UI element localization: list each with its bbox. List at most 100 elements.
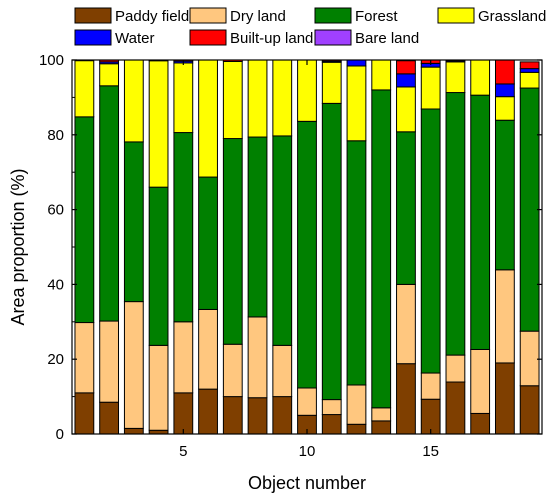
bar-segment-dry-land-13 bbox=[371, 407, 392, 422]
bar-segment-grassland-19 bbox=[519, 71, 540, 89]
bar-segment-paddy-field-8 bbox=[247, 397, 268, 435]
bar-segment-dry-land-12 bbox=[346, 384, 367, 425]
legend-swatch-grassland bbox=[437, 7, 475, 24]
bar-segment-forest-8 bbox=[247, 136, 268, 318]
bar-segment-grassland-4 bbox=[148, 60, 169, 188]
legend-swatch-forest bbox=[314, 7, 352, 24]
bar-segment-forest-11 bbox=[321, 102, 342, 401]
bar-segment-dry-land-5 bbox=[173, 321, 194, 394]
x-axis-title: Object number bbox=[248, 473, 366, 493]
bar-segment-dry-land-9 bbox=[272, 344, 293, 398]
legend-swatch-paddy-field bbox=[74, 7, 112, 24]
bar-segment-dry-land-6 bbox=[198, 308, 218, 390]
legend-swatch-bare-land bbox=[314, 29, 352, 46]
bar-segment-dry-land-7 bbox=[222, 343, 243, 398]
bar-segment-water-14 bbox=[396, 73, 416, 88]
bar-segment-dry-land-3 bbox=[123, 301, 144, 429]
y-tick-label-40: 40 bbox=[47, 276, 64, 293]
bars bbox=[74, 59, 540, 435]
bar-segment-grassland-11 bbox=[321, 61, 342, 104]
bar-segment-grassland-3 bbox=[123, 59, 144, 143]
bar-segment-grassland-8 bbox=[247, 59, 268, 138]
bar-segment-grassland-12 bbox=[346, 65, 367, 142]
bar-segment-forest-13 bbox=[371, 89, 392, 409]
bar-segment-forest-6 bbox=[198, 176, 218, 310]
bar-segment-paddy-field-11 bbox=[321, 414, 342, 435]
bar-segment-water-18 bbox=[494, 83, 515, 98]
bar-segment-forest-2 bbox=[99, 85, 120, 322]
bar-segment-paddy-field-17 bbox=[470, 412, 491, 435]
bar-segment-paddy-field-5 bbox=[173, 392, 194, 435]
bar-segment-grassland-15 bbox=[420, 66, 441, 110]
legend-swatch-dry-land bbox=[189, 7, 227, 24]
bar-segment-dry-land-18 bbox=[494, 269, 515, 364]
legend-swatch-water bbox=[74, 29, 112, 46]
bar-segment-paddy-field-15 bbox=[420, 398, 441, 435]
bar-segment-dry-land-19 bbox=[519, 330, 540, 387]
x-tick-label-15: 15 bbox=[422, 443, 439, 460]
bar-segment-water-12 bbox=[346, 59, 367, 67]
bar-segment-forest-4 bbox=[148, 186, 169, 346]
bar-segment-forest-15 bbox=[420, 108, 441, 374]
bar-segment-forest-12 bbox=[346, 140, 367, 386]
y-axis-title: Area proportion (%) bbox=[8, 168, 28, 325]
bar-segment-grassland-2 bbox=[99, 63, 120, 87]
bar-segment-grassland-13 bbox=[371, 59, 392, 91]
bar-segment-grassland-6 bbox=[198, 59, 218, 178]
bar-segment-dry-land-11 bbox=[321, 399, 342, 416]
bar-segment-forest-3 bbox=[123, 141, 144, 303]
bar-segment-grassland-7 bbox=[222, 61, 243, 140]
bar-segment-built-up-land-14 bbox=[396, 60, 416, 75]
bar-segment-forest-10 bbox=[297, 120, 317, 389]
legend-label-forest: Forest bbox=[355, 8, 398, 25]
bar-segment-dry-land-17 bbox=[470, 348, 491, 414]
bar-segment-dry-land-14 bbox=[396, 283, 416, 365]
bar-segment-water-19 bbox=[519, 68, 540, 73]
bar-segment-paddy-field-9 bbox=[272, 396, 293, 435]
bar-segment-grassland-5 bbox=[173, 62, 194, 134]
bar-segment-paddy-field-13 bbox=[371, 420, 392, 435]
bar-segment-grassland-16 bbox=[445, 61, 466, 94]
bar-segment-paddy-field-19 bbox=[519, 385, 540, 435]
x-tick-label-10: 10 bbox=[299, 443, 316, 460]
bar-segment-forest-17 bbox=[470, 94, 491, 350]
bar-segment-forest-7 bbox=[222, 138, 243, 345]
legend-label-water: Water bbox=[115, 30, 154, 47]
y-tick-label-100: 100 bbox=[39, 52, 64, 69]
legend-label-dry-land: Dry land bbox=[230, 8, 286, 25]
bar-segment-paddy-field-18 bbox=[494, 362, 515, 435]
bar-segment-dry-land-4 bbox=[148, 344, 169, 431]
bar-segment-paddy-field-6 bbox=[198, 388, 218, 435]
bar-segment-dry-land-1 bbox=[74, 322, 95, 394]
bar-segment-paddy-field-12 bbox=[346, 423, 367, 435]
y-tick-label-20: 20 bbox=[47, 351, 64, 368]
bar-segment-paddy-field-1 bbox=[74, 392, 95, 435]
bar-segment-paddy-field-14 bbox=[396, 363, 416, 435]
bar-segment-paddy-field-7 bbox=[222, 396, 243, 435]
bar-segment-paddy-field-3 bbox=[123, 427, 144, 435]
legend-swatch-built-up-land bbox=[189, 29, 227, 46]
legend-label-built-up-land: Built-up land bbox=[230, 30, 313, 47]
bar-segment-dry-land-2 bbox=[99, 320, 120, 403]
y-tick-label-60: 60 bbox=[47, 202, 64, 219]
bar-segment-dry-land-8 bbox=[247, 316, 268, 399]
legend-label-paddy-field: Paddy field bbox=[115, 8, 189, 25]
legend: Paddy field Dry land Forest Grassland Water B… bbox=[74, 7, 546, 47]
bar-segment-grassland-9 bbox=[272, 59, 293, 137]
bar-segment-dry-land-10 bbox=[297, 387, 317, 416]
bar-segment-paddy-field-2 bbox=[99, 401, 120, 435]
bar-segment-grassland-10 bbox=[297, 59, 317, 122]
bar-segment-forest-1 bbox=[74, 116, 95, 324]
bar-segment-dry-land-15 bbox=[420, 372, 441, 400]
y-tick-label-80: 80 bbox=[47, 127, 64, 144]
bar-segment-built-up-land-19 bbox=[519, 61, 540, 70]
bar-segment-dry-land-16 bbox=[445, 354, 466, 383]
legend-label-grassland: Grassland bbox=[478, 8, 546, 25]
bar-segment-built-up-land-18 bbox=[494, 59, 515, 85]
axes: 0 20 40 60 80 100 5 10 15 bbox=[39, 52, 543, 460]
x-tick-label-5: 5 bbox=[179, 443, 187, 460]
bar-segment-grassland-17 bbox=[470, 59, 491, 96]
y-tick-label-0: 0 bbox=[56, 426, 64, 443]
